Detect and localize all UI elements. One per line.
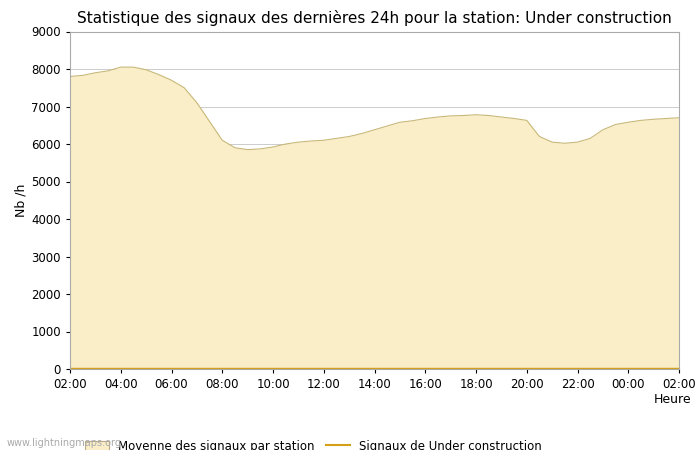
Text: www.lightningmaps.org: www.lightningmaps.org — [7, 438, 122, 448]
Legend: Moyenne des signaux par station, Signaux de Under construction: Moyenne des signaux par station, Signaux… — [80, 435, 547, 450]
X-axis label: Heure: Heure — [654, 392, 691, 405]
Title: Statistique des signaux des dernières 24h pour la station: Under construction: Statistique des signaux des dernières 24… — [77, 10, 672, 26]
Y-axis label: Nb /h: Nb /h — [14, 184, 27, 217]
